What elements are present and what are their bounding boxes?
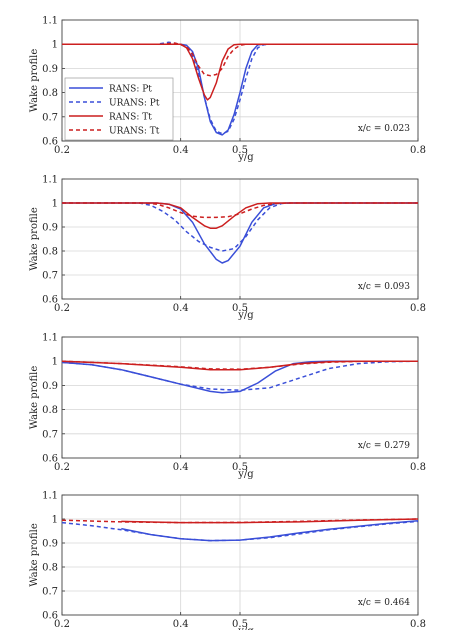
- series-line: [62, 202, 418, 219]
- y-tick-label: 0.8: [42, 563, 58, 574]
- x-tick-label: 0.8: [410, 462, 426, 473]
- x-tick-label: 0.4: [173, 303, 189, 314]
- y-tick-label: 1.1: [42, 491, 58, 502]
- y-tick-label: 0.7: [42, 271, 58, 282]
- y-tick-label: 1.1: [42, 16, 58, 27]
- series-line: [61, 360, 419, 391]
- y-tick-label: 0.8: [42, 88, 58, 99]
- series-line: [61, 520, 419, 542]
- chart-panel-3: 0.6 0.7 0.8 0.9 1 1.1 0.2 0.4 0.5 0.8 y/g Wake prof…: [29, 333, 426, 481]
- series-line: [62, 43, 418, 101]
- y-tick-label: 1.1: [42, 333, 58, 344]
- y-tick-label: 0.6: [42, 454, 58, 465]
- x-tick-label: 0.8: [410, 619, 426, 630]
- x-tick-label: 0.2: [54, 462, 70, 473]
- annotation-label: x/c = 0.464: [358, 598, 410, 608]
- x-axis-label: y/g: [237, 152, 254, 163]
- x-tick-label: 0.4: [173, 145, 189, 156]
- legend-entry: RANS: Tt: [109, 113, 152, 123]
- legend-entry: URANS: Tt: [109, 127, 160, 137]
- x-tick-label: 0.2: [54, 303, 70, 314]
- series-line: [62, 42, 418, 77]
- y-tick-label: 0.9: [42, 381, 58, 392]
- y-tick-label: 0.9: [42, 223, 58, 234]
- x-tick-label: 0.2: [54, 619, 70, 630]
- legend: RANS: Pt URANS: Pt RANS: Tt URANS: Tt: [64, 77, 174, 141]
- y-tick-label: 0.7: [42, 112, 58, 123]
- y-tick-label: 0.6: [42, 137, 58, 148]
- y-axis-label: Wake profile: [29, 207, 40, 271]
- series-line: [61, 518, 419, 524]
- series-line: [62, 202, 418, 252]
- series-line: [62, 43, 418, 136]
- y-tick-label: 0.8: [42, 247, 58, 258]
- series-line: [62, 202, 418, 229]
- annotation-label: x/c = 0.023: [358, 124, 410, 134]
- legend-entry: URANS: Pt: [109, 99, 160, 109]
- x-tick-label: 0.5: [232, 145, 248, 156]
- y-tick-label: 0.7: [42, 429, 58, 440]
- plot-frame: [61, 178, 419, 300]
- x-tick-label: 0.4: [173, 619, 189, 630]
- y-tick-label: 1: [52, 199, 58, 210]
- x-tick-label: 0.5: [232, 619, 248, 630]
- y-tick-label: 0.6: [42, 295, 58, 306]
- y-tick-label: 0.6: [42, 611, 58, 622]
- plot-frame: [61, 336, 419, 459]
- x-tick-label: 0.8: [410, 303, 426, 314]
- x-tick-label: 0.5: [232, 303, 248, 314]
- y-tick-label: 0.9: [42, 539, 58, 550]
- x-tick-label: 0.8: [410, 145, 426, 156]
- chart-panel-4: 0.6 0.7 0.8 0.9 1 1.1 0.2 0.4 0.5 0.8 y/g Wake prof…: [29, 491, 426, 630]
- y-axis-label: Wake profile: [29, 49, 40, 113]
- chart-panel-1: 0.6 0.7 0.8 0.9 1 1.1 0.2 0.4 0.5 0.8 y/g Wake prof…: [29, 16, 426, 164]
- y-axis-label: Wake profile: [29, 523, 40, 587]
- annotation-label: x/c = 0.279: [358, 441, 410, 451]
- plot-frame: [61, 19, 419, 142]
- plot-frame: [61, 494, 419, 616]
- x-axis-label: y/g: [237, 469, 254, 480]
- chart-panel-2: 0.6 0.7 0.8 0.9 1 1.1 0.2 0.4 0.5 0.8 y/g Wake prof…: [29, 175, 426, 322]
- x-tick-label: 0.5: [232, 462, 248, 473]
- annotation-label: x/c = 0.093: [358, 282, 410, 292]
- y-tick-label: 0.8: [42, 405, 58, 416]
- x-tick-label: 0.4: [173, 462, 189, 473]
- y-tick-label: 1: [52, 357, 58, 368]
- x-axis-label: y/g: [237, 310, 254, 321]
- y-tick-label: 1.1: [42, 175, 58, 186]
- x-tick-label: 0.2: [54, 145, 70, 156]
- x-axis-label: y/g: [237, 626, 254, 630]
- y-tick-label: 1: [52, 40, 58, 51]
- y-tick-label: 0.7: [42, 587, 58, 598]
- y-tick-label: 1: [52, 515, 58, 526]
- y-axis-label: Wake profile: [29, 366, 40, 430]
- y-tick-label: 0.9: [42, 64, 58, 75]
- legend-entry: RANS: Pt: [109, 85, 152, 95]
- series-line: [61, 360, 419, 370]
